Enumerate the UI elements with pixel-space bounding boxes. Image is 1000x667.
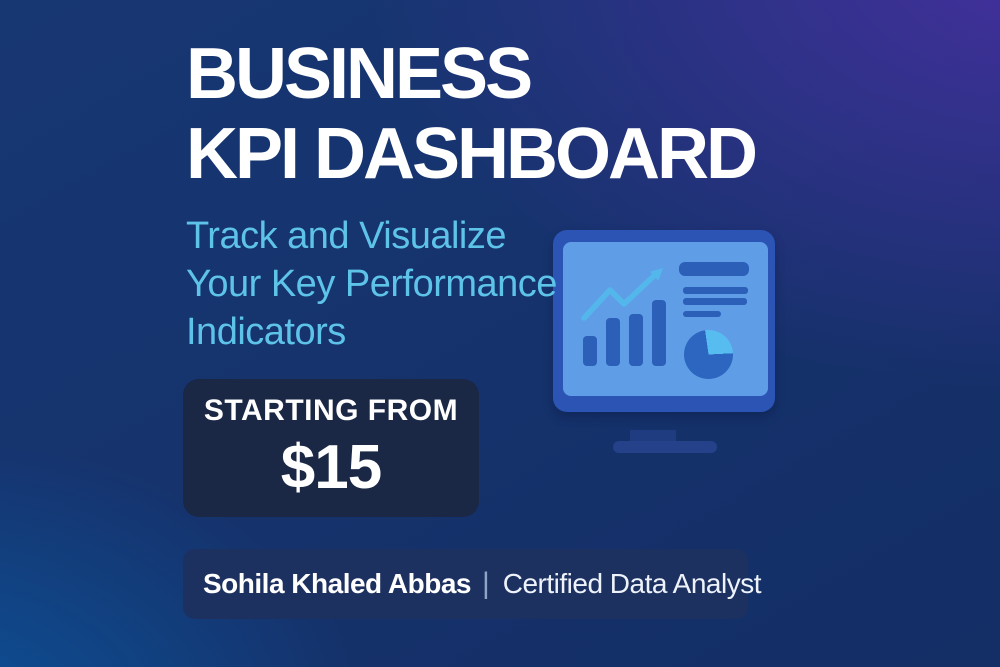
subtitle-line-3: Indicators bbox=[186, 311, 346, 353]
price-value: $15 bbox=[280, 432, 382, 502]
kpi-dashboard-monitor-icon bbox=[553, 230, 775, 453]
monitor-frame bbox=[553, 230, 775, 412]
monitor-stand-base bbox=[613, 441, 717, 453]
bar bbox=[629, 314, 643, 366]
bar-chart-icon bbox=[583, 300, 666, 366]
page-subtitle: Track and Visualize Your Key Performance… bbox=[186, 212, 557, 356]
text-line bbox=[683, 298, 747, 305]
price-badge: STARTING FROM $15 bbox=[183, 379, 479, 517]
title-line-2: KPI DASHBOARD bbox=[186, 114, 758, 194]
bar bbox=[606, 318, 620, 366]
author-name: Sohila Khaled Abbas bbox=[203, 568, 471, 599]
monitor-screen bbox=[563, 242, 768, 396]
pie-chart-icon bbox=[684, 330, 733, 379]
monitor-stand-neck bbox=[630, 430, 676, 441]
bar bbox=[583, 336, 597, 366]
subtitle-line-1: Track and Visualize bbox=[186, 215, 506, 257]
author-credential: Certified Data Analyst bbox=[502, 568, 762, 599]
text-line bbox=[679, 262, 749, 276]
text-line bbox=[683, 287, 748, 294]
author-bar: Sohila Khaled Abbas | Certified Data Ana… bbox=[183, 549, 762, 619]
title-line-1: BUSINESS bbox=[186, 34, 533, 114]
author-divider: | bbox=[481, 567, 490, 600]
page-title: BUSINESS KPI DASHBOARD bbox=[186, 34, 758, 194]
price-label: STARTING FROM bbox=[203, 393, 459, 427]
text-line bbox=[683, 311, 721, 317]
trend-arrow-icon bbox=[581, 268, 663, 321]
subtitle-line-2: Your Key Performance bbox=[186, 263, 557, 305]
bar bbox=[652, 300, 666, 366]
